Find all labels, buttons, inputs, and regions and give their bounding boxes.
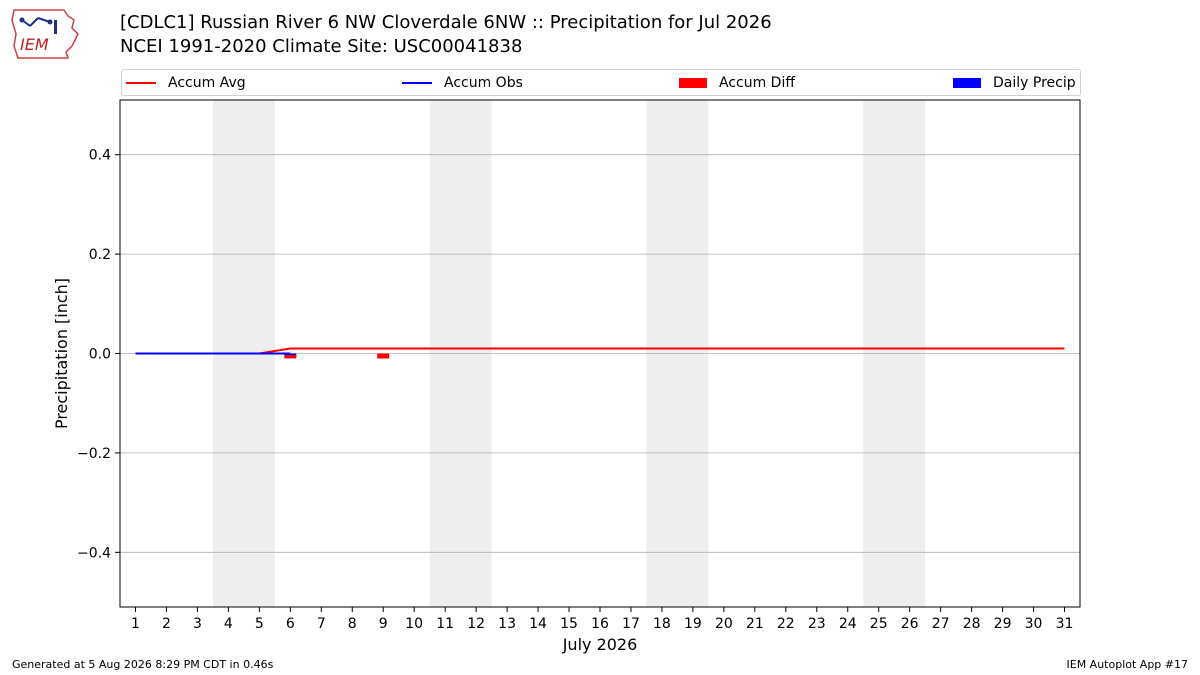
x-tick-label: 27 bbox=[932, 616, 950, 632]
x-tick-label: 24 bbox=[839, 616, 857, 632]
x-tick-label: 30 bbox=[1025, 616, 1043, 632]
x-tick-label: 19 bbox=[684, 616, 702, 632]
legend-label-accum-diff: Accum Diff bbox=[719, 74, 796, 91]
logo-text: IEM bbox=[20, 35, 49, 54]
legend-swatch-accum-diff bbox=[679, 77, 707, 88]
daily-precip-bar-day-6 bbox=[284, 353, 297, 355]
x-tick-label: 22 bbox=[777, 616, 795, 632]
x-tick-label: 18 bbox=[653, 616, 671, 632]
x-tick-label: 25 bbox=[870, 616, 888, 632]
y-tick-label: 0.4 bbox=[89, 148, 111, 164]
x-tick-label: 3 bbox=[193, 616, 202, 632]
legend-label-accum-avg: Accum Avg bbox=[168, 74, 246, 91]
accum-avg-line bbox=[135, 347, 1065, 355]
footer-generated: Generated at 5 Aug 2026 8:29 PM CDT in 0… bbox=[12, 658, 274, 671]
x-tick-label: 26 bbox=[901, 616, 919, 632]
legend-item-accum-avg: Accum Avg bbox=[126, 70, 246, 95]
x-tick-label: 12 bbox=[467, 616, 485, 632]
legend-item-accum-diff: Accum Diff bbox=[679, 70, 795, 95]
x-tick-label: 13 bbox=[498, 616, 516, 632]
x-tick-label: 9 bbox=[379, 616, 388, 632]
x-tick-label: 23 bbox=[808, 616, 826, 632]
footer-app: IEM Autoplot App #17 bbox=[1066, 658, 1189, 671]
y-tick-label: −0.2 bbox=[77, 446, 111, 462]
chart-title: [CDLC1] Russian River 6 NW Cloverdale 6N… bbox=[120, 12, 772, 33]
legend-swatch-daily-precip bbox=[953, 77, 981, 88]
x-tick-label: 1 bbox=[131, 616, 140, 632]
x-tick-label: 10 bbox=[405, 616, 423, 632]
x-tick-label: 20 bbox=[715, 616, 733, 632]
y-tick-label: −0.4 bbox=[77, 545, 111, 561]
x-tick-label: 11 bbox=[436, 616, 454, 632]
legend-item-accum-obs: Accum Obs bbox=[402, 70, 523, 95]
x-tick-label: 7 bbox=[317, 616, 326, 632]
accum-diff-bar-day-6 bbox=[284, 353, 297, 359]
plot-frame bbox=[119, 99, 1081, 608]
x-tick-label: 29 bbox=[994, 616, 1012, 632]
legend: Accum Avg Accum Obs Accum Diff Daily Pre… bbox=[121, 69, 1081, 96]
x-tick-label: 5 bbox=[255, 616, 264, 632]
x-tick-label: 2 bbox=[162, 616, 171, 632]
legend-label-accum-obs: Accum Obs bbox=[444, 74, 523, 91]
legend-label-daily-precip: Daily Precip bbox=[993, 74, 1076, 91]
x-axis-label: July 2026 bbox=[562, 635, 638, 654]
x-tick-label: 28 bbox=[963, 616, 981, 632]
y-tick-label: 0.0 bbox=[89, 347, 111, 363]
legend-item-daily-precip: Daily Precip bbox=[953, 70, 1076, 95]
x-tick-label: 6 bbox=[286, 616, 295, 632]
chart-subtitle: NCEI 1991-2020 Climate Site: USC00041838 bbox=[120, 36, 523, 57]
iem-logo: IEM bbox=[11, 9, 79, 59]
accum-diff-bar-day-9 bbox=[377, 353, 390, 359]
legend-swatch-accum-avg bbox=[126, 81, 156, 84]
x-tick-label: 31 bbox=[1056, 616, 1074, 632]
x-tick-label: 4 bbox=[224, 616, 233, 632]
x-tick-label: 21 bbox=[746, 616, 764, 632]
y-tick-label: 0.2 bbox=[89, 247, 111, 263]
x-tick-label: 16 bbox=[591, 616, 609, 632]
x-tick-label: 15 bbox=[560, 616, 578, 632]
legend-swatch-accum-obs bbox=[402, 81, 432, 84]
x-tick-label: 17 bbox=[622, 616, 640, 632]
x-tick-label: 8 bbox=[348, 616, 357, 632]
y-axis-label: Precipitation [inch] bbox=[52, 278, 71, 429]
x-tick-label: 14 bbox=[529, 616, 547, 632]
